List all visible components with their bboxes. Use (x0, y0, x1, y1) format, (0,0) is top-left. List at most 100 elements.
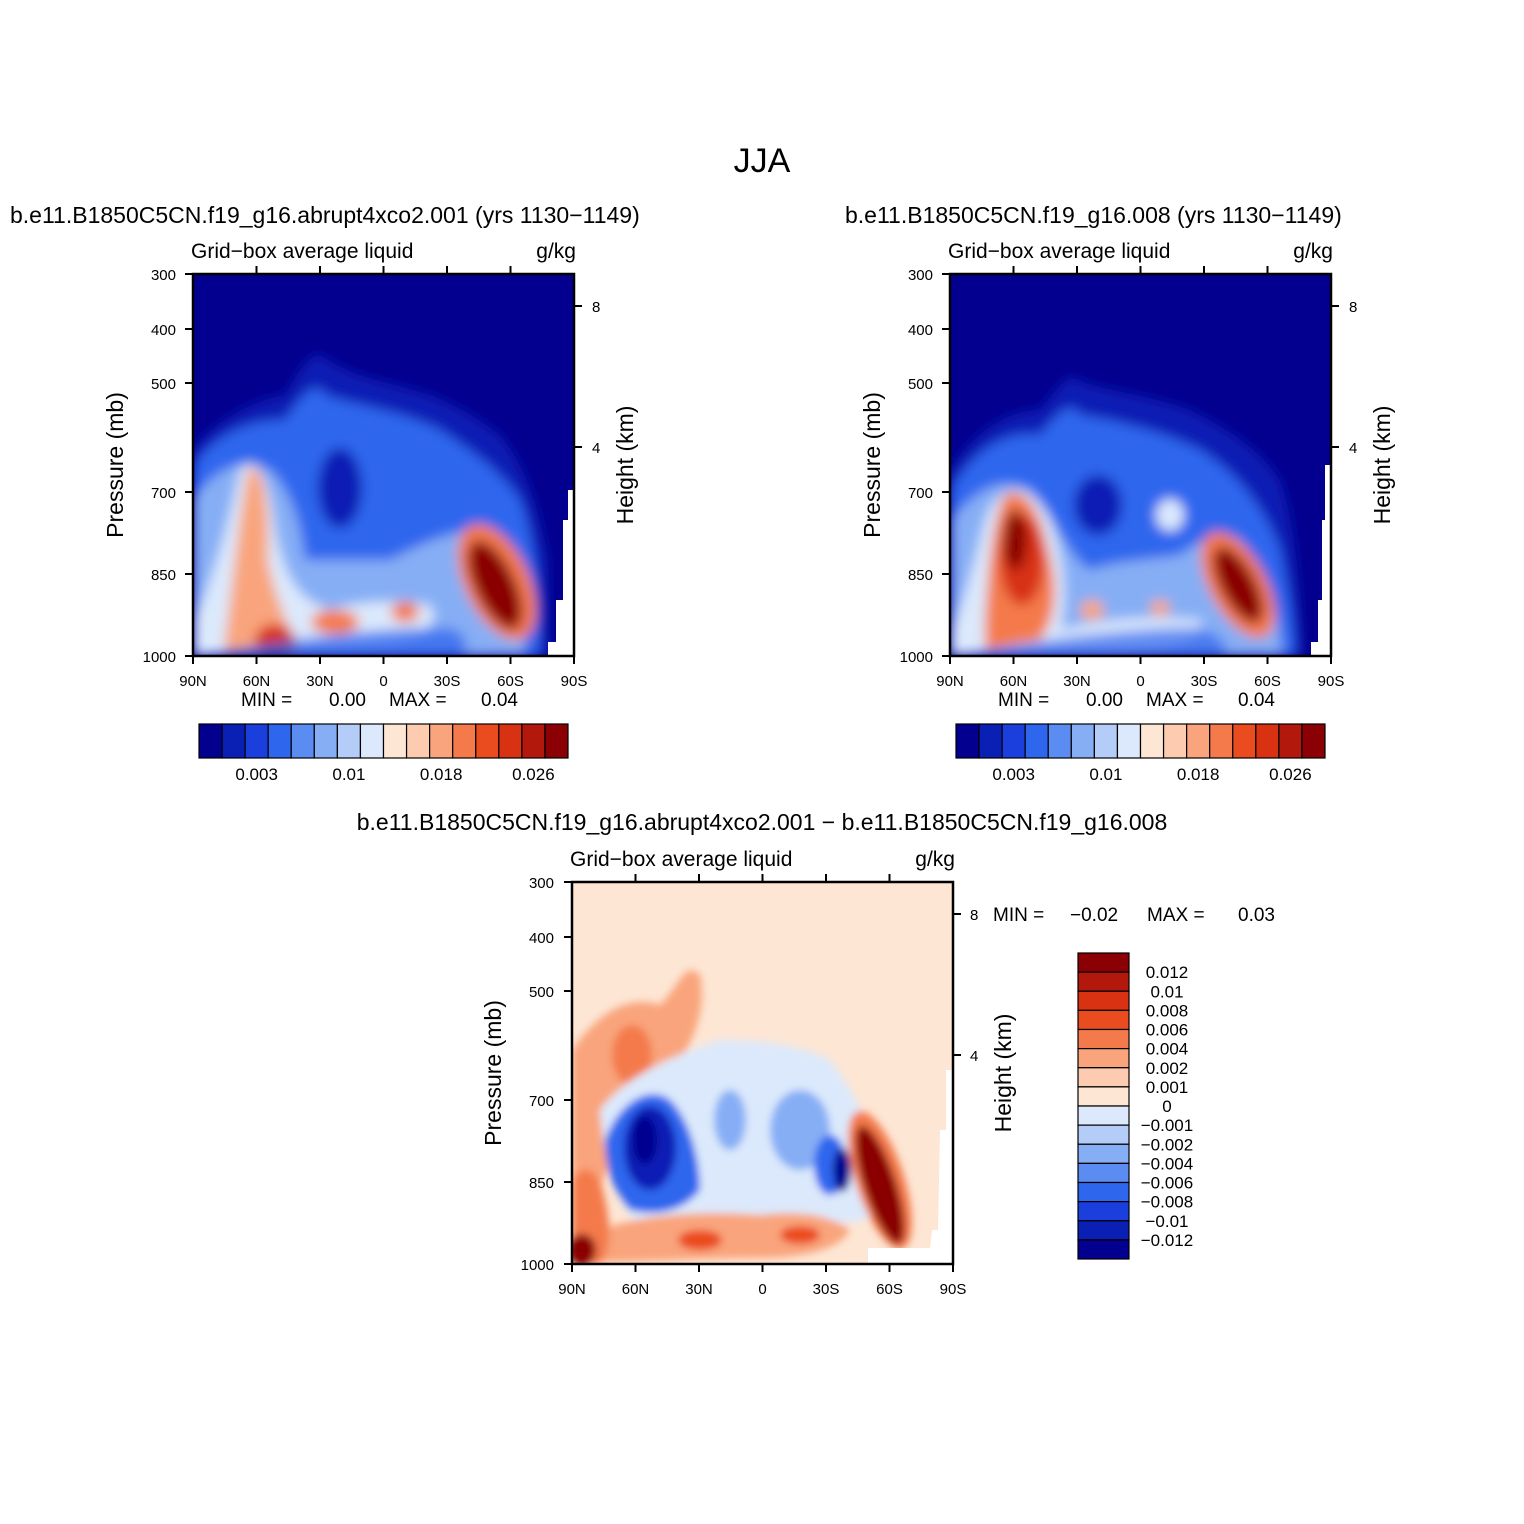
units-label: g/kg (915, 848, 955, 871)
units-label: g/kg (536, 240, 576, 263)
x-tick-90s: 90S (940, 1281, 967, 1298)
max-label: MAX = (1146, 690, 1204, 711)
min-value: −0.02 (1070, 905, 1118, 926)
colorbar-swatch (1070, 723, 1095, 759)
x-tick-90n: 90N (558, 1281, 586, 1298)
colorbar-label: −0.001 (1141, 1116, 1193, 1135)
colorbar-swatch (1077, 1009, 1130, 1031)
colorbar-swatch (1077, 971, 1130, 992)
y-tick-850: 850 (908, 567, 933, 584)
x-tick-30n: 30N (685, 1281, 713, 1298)
colorbar-swatch (544, 723, 569, 759)
colorbar-swatch (452, 723, 477, 759)
max-label: MAX = (389, 690, 447, 711)
colorbar-swatch (1077, 1143, 1130, 1164)
colorbar-swatch (498, 723, 523, 759)
colorbar-swatch (382, 723, 408, 759)
x-axis: 90N 60N 30N 0 30S 60S 90S (179, 266, 587, 690)
colorbar-swatch (955, 723, 980, 759)
y-axis-left: 300 400 500 700 850 1000 (900, 267, 950, 666)
x-tick-60s: 60S (876, 1281, 903, 1298)
colorbar-swatch (1077, 1028, 1130, 1050)
height-tick-4: 4 (1349, 440, 1357, 457)
x-tick-60s: 60S (1254, 673, 1281, 690)
colorbar-swatch (1047, 723, 1072, 759)
colorbar-swatch (244, 723, 269, 759)
colorbar-swatch (521, 723, 546, 759)
y-axis-label: Pressure (mb) (102, 392, 128, 538)
colorbar-swatch (1232, 723, 1257, 759)
panel-title: b.e11.B1850C5CN.f19_g16.abrupt4xco2.001 … (10, 202, 640, 228)
max-label: MAX = (1147, 905, 1205, 926)
height-tick-4: 4 (592, 440, 600, 457)
contour-field (193, 274, 574, 656)
max-value: 0.03 (1238, 905, 1275, 926)
x-tick-90n: 90N (936, 673, 964, 690)
figure-title: JJA (734, 142, 791, 180)
height-axis-label: Height (km) (1369, 406, 1395, 525)
x-axis: 90N 60N 30N 0 30S 60S 90S (936, 266, 1344, 690)
colorbar-swatch (1001, 723, 1026, 759)
y-axis-left: 300 400 500 700 850 1000 (521, 875, 572, 1274)
x-tick-30s: 30S (813, 1281, 840, 1298)
colorbar-label: 0.01 (1150, 982, 1183, 1001)
x-tick-60s: 60S (497, 673, 524, 690)
colorbar-label: −0.006 (1141, 1174, 1193, 1193)
height-tick-8: 8 (1349, 299, 1357, 316)
colorbar-swatch (221, 723, 246, 759)
colorbar-swatch (1255, 723, 1280, 759)
colorbar-swatch (1116, 723, 1142, 759)
x-axis: 90N 60N 30N 0 30S 60S 90S (558, 874, 966, 1298)
x-tick-60n: 60N (243, 673, 271, 690)
colorbar-swatch (1077, 1067, 1130, 1088)
panel-title: b.e11.B1850C5CN.f19_g16.008 (yrs 1130−11… (845, 202, 1342, 228)
colorbar-swatch (1077, 1086, 1130, 1107)
colorbar-label: 0.003 (235, 765, 278, 784)
colorbar-label: 0.018 (1177, 765, 1220, 784)
y-tick-300: 300 (151, 267, 176, 284)
x-tick-30n: 30N (306, 673, 334, 690)
colorbar-swatch (267, 723, 292, 759)
max-value: 0.04 (1238, 690, 1275, 711)
colorbar-swatch (290, 723, 315, 759)
units-label: g/kg (1293, 240, 1333, 263)
x-tick-30n: 30N (1063, 673, 1091, 690)
x-tick-60n: 60N (622, 1281, 650, 1298)
colorbar-swatch (1077, 1181, 1130, 1203)
y-axis-left: 300 400 500 700 850 1000 (143, 267, 193, 666)
x-tick-90s: 90S (1318, 673, 1345, 690)
colorbar-label: 0.01 (1089, 765, 1122, 784)
colorbar-swatch (1077, 1201, 1130, 1222)
colorbar-swatch (1077, 1124, 1130, 1145)
colorbar-label: 0.004 (1146, 1040, 1189, 1059)
y-tick-1000: 1000 (900, 649, 933, 666)
colorbar-label: −0.01 (1145, 1212, 1188, 1231)
x-tick-60n: 60N (1000, 673, 1028, 690)
height-axis-label: Height (km) (612, 406, 638, 525)
y-tick-400: 400 (151, 322, 176, 339)
x-tick-0: 0 (1136, 673, 1144, 690)
variable-label: Grid−box average liquid (191, 240, 413, 263)
x-tick-30s: 30S (1191, 673, 1218, 690)
colorbar-swatch (1278, 723, 1303, 759)
colorbar-swatch (1301, 723, 1326, 759)
colorbar-label: −0.012 (1141, 1231, 1193, 1250)
x-tick-90s: 90S (561, 673, 588, 690)
colorbar-swatch (429, 723, 454, 759)
x-tick-0: 0 (758, 1281, 766, 1298)
colorbar-swatch (1077, 952, 1130, 973)
min-label: MIN = (241, 690, 292, 711)
colorbar-label: 0.026 (512, 765, 555, 784)
colorbar-label: −0.004 (1141, 1154, 1193, 1173)
panel-title: b.e11.B1850C5CN.f19_g16.abrupt4xco2.001 … (357, 809, 1168, 835)
colorbar-swatch (978, 723, 1003, 759)
colorbar: 0.0120.010.0080.0060.0040.0020.0010−0.00… (1077, 952, 1193, 1260)
min-label: MIN = (993, 905, 1044, 926)
panel-difference: b.e11.B1850C5CN.f19_g16.abrupt4xco2.001 … (357, 809, 1275, 1298)
y-tick-1000: 1000 (143, 649, 176, 666)
colorbar-swatch (1077, 1105, 1130, 1126)
colorbar-swatch (1093, 723, 1119, 759)
variable-label: Grid−box average liquid (570, 848, 792, 871)
colorbar-swatch (336, 723, 362, 759)
